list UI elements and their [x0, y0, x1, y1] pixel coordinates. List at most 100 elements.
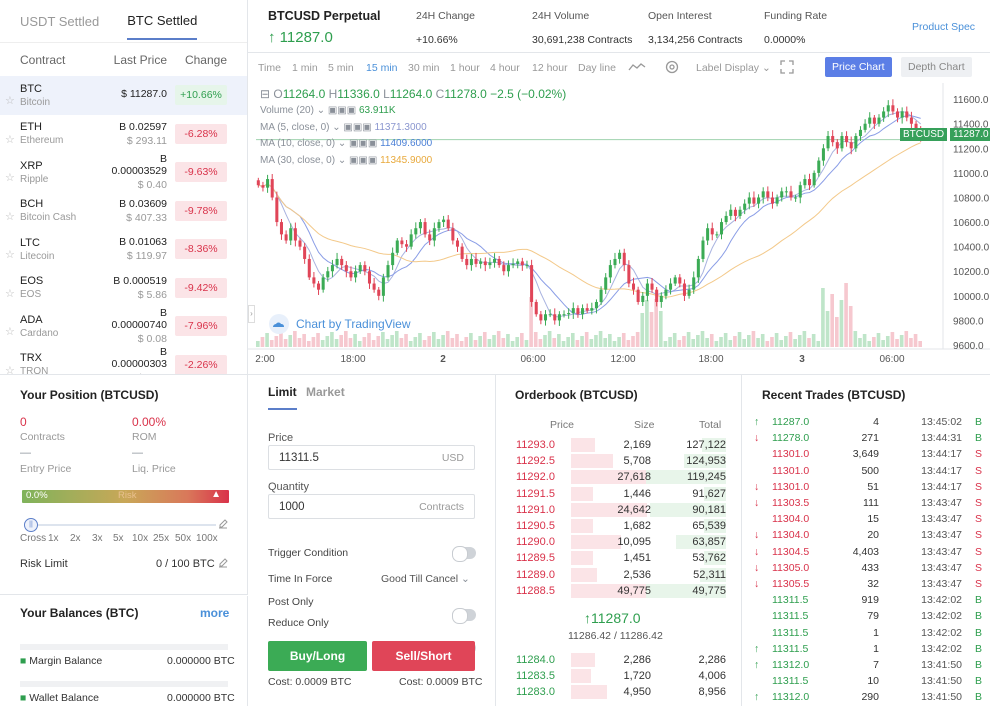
tradingview-watermark[interactable]: Chart by TradingView [268, 313, 411, 335]
price-chart[interactable]: 11600.0 11400.0 11200.0 11000.0 10800.0 10600… [248, 83, 990, 375]
trade-price: 11303.5 [772, 497, 810, 510]
side-panel-toggle[interactable]: › [248, 305, 255, 323]
volume-indicator-label[interactable]: Volume (20) [260, 105, 314, 116]
star-icon[interactable]: ☆ [5, 95, 15, 107]
orderbook-row[interactable]: 11291.0 24,642 90,181 [516, 502, 726, 518]
candle-body [868, 117, 872, 124]
time-in-force-select[interactable]: Good Till Cancel ⌄ [381, 573, 470, 585]
star-icon[interactable]: ☆ [5, 249, 15, 261]
leverage-label[interactable]: 3x [92, 533, 103, 544]
interval-1min[interactable]: 1 min [292, 62, 318, 74]
star-icon[interactable]: ☆ [5, 172, 15, 184]
price-chart-button[interactable]: Price Chart [825, 57, 892, 77]
tab-btc-settled[interactable]: BTC Settled [127, 3, 198, 40]
ma5-label[interactable]: MA (5, close, 0) [260, 121, 330, 133]
market-row-xrp[interactable]: ☆ XRP Ripple B 0.00003529 $ 0.40 -9.63% [0, 153, 247, 192]
interval-12hour[interactable]: 12 hour [532, 62, 568, 74]
chart-type-icon[interactable] [628, 62, 646, 72]
interval-1hour[interactable]: 1 hour [450, 62, 480, 74]
ob-price: 11293.0 [516, 439, 555, 452]
interval-day-line[interactable]: Day line [578, 62, 616, 74]
trade-time: 13:43:47 [921, 497, 962, 510]
volume-bar [311, 337, 316, 347]
candle-body [701, 240, 705, 259]
orderbook-row[interactable]: 11283.0 4,950 8,956 [516, 684, 726, 700]
depth-chart-button[interactable]: Depth Chart [901, 57, 972, 77]
orderbook-row[interactable]: 11291.5 1,446 91,627 [516, 486, 726, 502]
volume-bar [320, 340, 325, 347]
market-row-ada[interactable]: ☆ ADA Cardano B 0.00000740 $ 0.08 -7.96% [0, 307, 247, 346]
ma30-label[interactable]: MA (30, close, 0) [260, 154, 336, 166]
star-icon[interactable]: ☆ [5, 210, 15, 223]
tab-limit[interactable]: Limit [268, 385, 297, 410]
star-icon[interactable]: ☆ [5, 364, 15, 375]
sell-short-button[interactable]: Sell/Short [372, 641, 475, 671]
y-tick-label: 9600.0 [953, 341, 984, 352]
orderbook-row[interactable]: 11290.5 1,682 65,539 [516, 518, 726, 534]
post-only-toggle[interactable] [452, 608, 476, 624]
gear-icon[interactable] [664, 59, 680, 75]
star-icon[interactable]: ☆ [5, 133, 15, 146]
orderbook-row[interactable]: 11293.0 2,169 127,122 [516, 437, 726, 453]
total-depth-bar [704, 551, 726, 566]
leverage-label[interactable]: Cross [20, 533, 47, 544]
orderbook-row[interactable]: 11288.5 49,775 49,775 [516, 583, 726, 599]
orderbook-row[interactable]: 11292.0 27,618 119,245 [516, 469, 726, 485]
candle-body [451, 228, 455, 241]
interval-15min[interactable]: 15 min [366, 62, 398, 74]
market-row-eos[interactable]: ☆ EOS EOS B 0.000519 $ 5.86 -9.42% [0, 269, 247, 308]
leverage-label[interactable]: 1x [48, 533, 59, 544]
trigger-condition-toggle[interactable] [452, 546, 476, 562]
tab-market[interactable]: Market [306, 385, 345, 399]
balances-more-link[interactable]: more [200, 606, 230, 620]
volume-bar [256, 341, 260, 347]
market-row-ltc[interactable]: ☆ LTC Litecoin B 0.01063 $ 119.97 -8.36% [0, 230, 247, 269]
orderbook-row[interactable]: 11283.5 1,720 4,006 [516, 668, 726, 684]
market-symbol: EOS [20, 275, 44, 288]
orderbook-row[interactable]: 11290.0 10,095 63,857 [516, 534, 726, 550]
edit-icon[interactable] [218, 519, 228, 529]
candlestick-chart[interactable]: 11600.0 11400.0 11200.0 11000.0 10800.0 10600… [248, 83, 990, 375]
orderbook-row[interactable]: 11289.5 1,451 53,762 [516, 550, 726, 566]
trade-side: B [974, 658, 982, 671]
interval-time[interactable]: Time [258, 62, 281, 74]
edit-icon[interactable] [218, 558, 228, 568]
trade-side: S [974, 545, 982, 558]
leverage-slider-handle[interactable]: || [24, 518, 38, 532]
interval-4hour[interactable]: 4 hour [490, 62, 520, 74]
orderbook-row[interactable]: 11284.0 2,286 2,286 [516, 652, 726, 668]
market-name: Litecoin [20, 250, 55, 262]
fullscreen-icon[interactable] [780, 60, 794, 74]
leverage-label[interactable]: 5x [113, 533, 124, 544]
leverage-label[interactable]: 2x [70, 533, 81, 544]
collapse-icon[interactable]: ⊟ [260, 87, 271, 101]
interval-30min[interactable]: 30 min [408, 62, 440, 74]
contracts-value: 0 [20, 415, 27, 429]
star-icon[interactable]: ☆ [5, 287, 15, 300]
leverage-label[interactable]: 10x [132, 533, 149, 544]
interval-5min[interactable]: 5 min [328, 62, 354, 74]
tab-usdt-settled[interactable]: USDT Settled [20, 13, 100, 29]
candle-body [752, 197, 756, 204]
volume-bar [821, 288, 825, 347]
star-icon[interactable]: ☆ [5, 326, 15, 338]
ma10-label[interactable]: MA (10, close, 0) [260, 138, 336, 149]
buy-long-button[interactable]: Buy/Long [268, 641, 367, 671]
leverage-label[interactable]: 100x [196, 533, 218, 544]
orderbook-row[interactable]: 11292.5 5,708 124,953 [516, 453, 726, 469]
volume-bar [339, 335, 344, 347]
arrow-up-icon: ↑ [754, 416, 760, 429]
market-row-eth[interactable]: ☆ ETH Ethereum B 0.02597 $ 293.11 -6.28% [0, 115, 247, 154]
price-input[interactable]: 11311.5 USD [268, 445, 475, 470]
candle-body [367, 271, 371, 284]
market-row-btc[interactable]: ☆ BTC Bitcoin $ 11287.0 +10.66% [0, 76, 247, 115]
label-display-dropdown[interactable]: Label Display ⌄ [696, 62, 771, 74]
market-row-bch[interactable]: ☆ BCH Bitcoin Cash B 0.03609 $ 407.33 -9.7… [0, 192, 247, 231]
orderbook-row[interactable]: 11289.0 2,536 52,311 [516, 567, 726, 583]
quantity-input[interactable]: 1000 Contracts [268, 494, 475, 519]
leverage-track[interactable] [30, 524, 216, 526]
product-spec-link[interactable]: Product Spec [912, 21, 976, 33]
leverage-label[interactable]: 25x [153, 533, 170, 544]
leverage-label[interactable]: 50x [175, 533, 192, 544]
